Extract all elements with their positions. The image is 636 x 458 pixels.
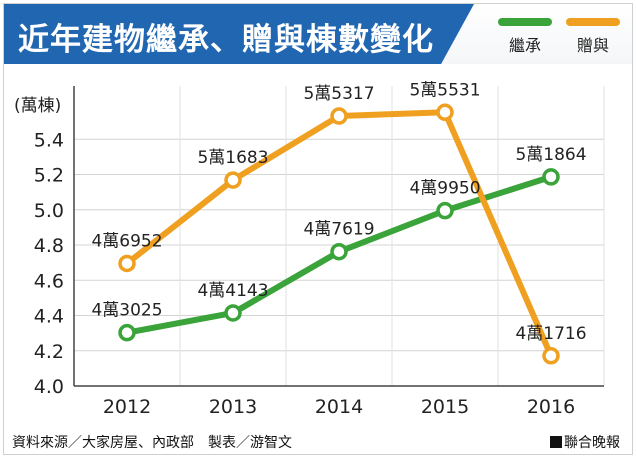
- title-band: 近年建物繼承、贈與棟數變化: [4, 4, 474, 64]
- x-tick-label: 2014: [315, 396, 363, 418]
- legend-item-gift: 贈與: [566, 18, 626, 56]
- data-label: 4萬7619: [303, 220, 374, 240]
- data-source-note: 資料來源／大家房屋、內政部 製表／游智文: [12, 435, 292, 451]
- data-point: [542, 168, 560, 186]
- y-tick-label: 5.4: [34, 129, 64, 151]
- data-point: [330, 107, 348, 125]
- data-label: 4萬6952: [91, 231, 162, 251]
- y-tick-label: 4.6: [34, 270, 64, 292]
- data-label: 5萬1683: [197, 148, 268, 168]
- y-tick-label: 4.8: [34, 235, 64, 257]
- data-point: [542, 347, 560, 365]
- legend-label-gift: 贈與: [576, 36, 609, 55]
- data-label: 4萬3025: [91, 301, 162, 321]
- data-label: 5萬5531: [409, 80, 480, 100]
- data-point: [224, 171, 242, 189]
- data-point: [436, 103, 454, 122]
- x-tick-label: 2012: [103, 396, 151, 418]
- legend-item-inherit: 繼承: [498, 18, 558, 56]
- chart-title: 近年建物繼承、贈與棟數變化: [18, 22, 434, 58]
- y-tick-label: 4.4: [34, 306, 64, 328]
- brand-square-icon: [550, 436, 562, 448]
- data-label: 5萬1864: [515, 145, 586, 165]
- chart-frame: 近年建物繼承、贈與棟數變化 繼承 贈與 4.0 4.2 4.4 4.6 4.8 5.0 5.…: [3, 3, 633, 455]
- data-label: 4萬4143: [197, 281, 268, 301]
- x-tick-label: 2013: [209, 396, 257, 418]
- data-point: [330, 242, 348, 261]
- y-tick-label: 4.0: [34, 376, 64, 398]
- y-tick-label: 5.2: [34, 165, 64, 187]
- data-point: [436, 201, 454, 220]
- y-tick-label: 4.2: [34, 341, 64, 363]
- data-point: [224, 304, 242, 322]
- data-label: 5萬5317: [303, 84, 374, 104]
- data-label: 4萬9950: [409, 179, 480, 199]
- legend-swatch-gift: [566, 18, 620, 26]
- y-axis-label: (萬棟): [14, 96, 61, 116]
- data-label: 4萬1716: [515, 324, 586, 344]
- header-bar: 近年建物繼承、贈與棟數變化 繼承 贈與: [4, 4, 632, 64]
- legend-label-inherit: 繼承: [508, 36, 541, 55]
- x-tick-label: 2015: [421, 396, 469, 418]
- y-tick-label: 5.0: [34, 200, 64, 222]
- publisher-name: 聯合晚報: [564, 435, 620, 451]
- data-point: [118, 323, 136, 342]
- publisher-credit: 聯合晚報: [550, 432, 620, 452]
- data-point: [118, 254, 136, 273]
- x-tick-label: 2016: [527, 396, 575, 418]
- legend-swatch-inherit: [498, 18, 552, 26]
- line-chart: 4.0 4.2 4.4 4.6 4.8 5.0 5.2 5.4 (萬棟) 2012 2013 2014…: [14, 80, 605, 418]
